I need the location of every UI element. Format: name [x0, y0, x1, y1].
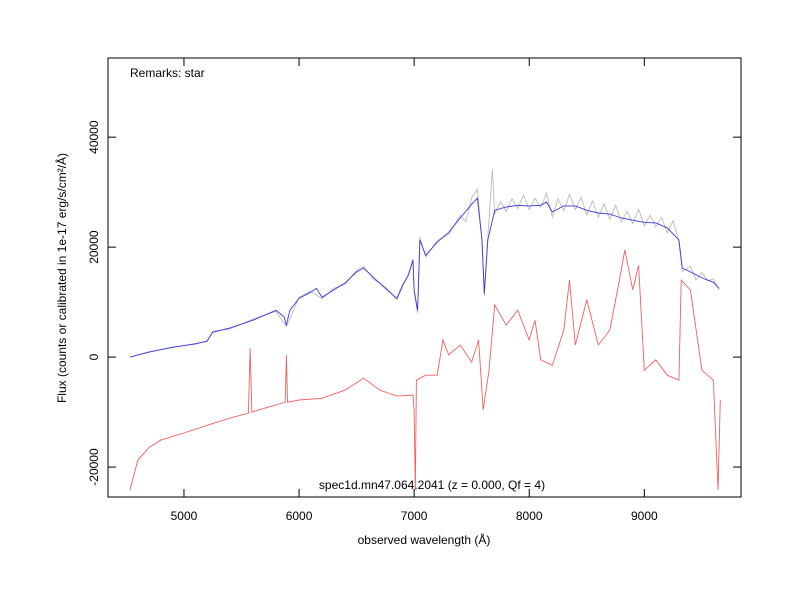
series-line — [129, 197, 720, 358]
x-tick-label: 5000 — [171, 509, 198, 523]
x-tick-label: 6000 — [286, 509, 313, 523]
y-tick-label: 20000 — [87, 230, 101, 264]
x-tick-label: 8000 — [516, 509, 543, 523]
annotation: spec1d.mn47.064.2041 (z = 0.000, Qf = 4) — [319, 478, 545, 492]
x-tick-label: 7000 — [401, 509, 428, 523]
y-tick-label: 0 — [87, 353, 101, 360]
y-tick-label: -20000 — [87, 448, 101, 486]
x-axis-label: observed wavelength (Å) — [358, 532, 491, 547]
chart-title: Remarks: star — [130, 66, 205, 80]
series-line — [129, 249, 721, 491]
x-tick-label: 9000 — [631, 509, 658, 523]
series-line — [129, 169, 720, 358]
y-tick-label: 40000 — [87, 120, 101, 154]
plot-frame — [107, 57, 742, 498]
y-axis-label: Flux (counts or calibrated in 1e-17 erg/… — [54, 153, 69, 403]
